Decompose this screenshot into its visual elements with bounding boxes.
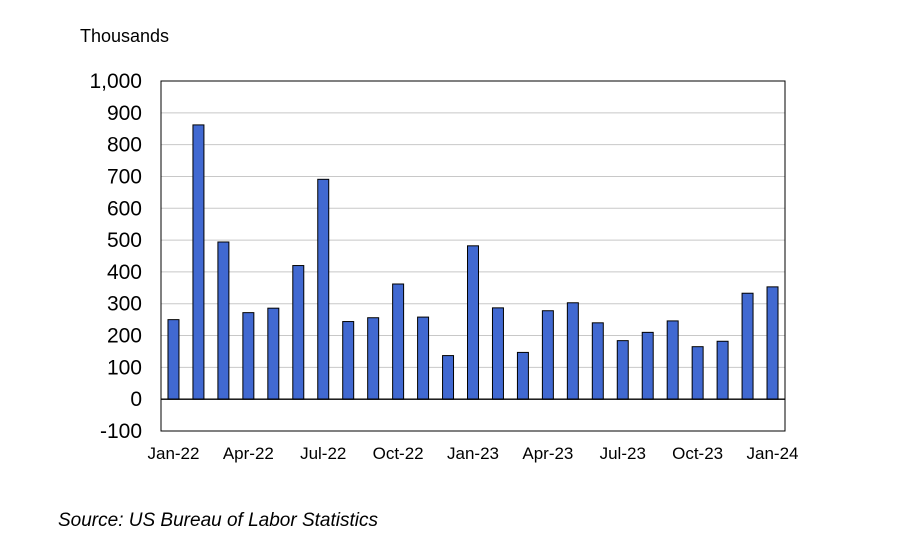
source-note: Source: US Bureau of Labor Statistics	[58, 510, 378, 531]
bar-series	[167, 124, 779, 400]
y-axis-tick-labels: -100 0 100 200 300 400 500 600 700 800 900 1,000	[89, 70, 142, 443]
bar-dec-23	[741, 292, 754, 400]
bar-jul-22	[317, 178, 330, 400]
bar-may-23	[566, 302, 579, 400]
x-tick-label: Jul-23	[600, 444, 646, 463]
y-tick-label: 200	[107, 325, 142, 348]
bar-oct-22	[392, 283, 405, 400]
y-tick-label: 400	[107, 261, 142, 284]
bar-jul-23	[616, 340, 629, 400]
bar-sep-23	[666, 320, 679, 400]
y-tick-label: 500	[107, 229, 142, 252]
y-tick-label: 600	[107, 197, 142, 220]
bar-aug-22	[342, 321, 355, 400]
bar-dec-22	[442, 355, 455, 400]
bar-nov-22	[417, 316, 430, 400]
x-tick-label: Apr-23	[522, 444, 573, 463]
bar-feb-23	[491, 307, 504, 400]
y-tick-label: 800	[107, 134, 142, 157]
bar-apr-22	[242, 312, 255, 400]
y-tick-label: 100	[107, 356, 142, 379]
bar-mar-22	[217, 241, 230, 400]
bar-jun-23	[591, 322, 604, 400]
plot-frame	[160, 80, 786, 432]
bar-jan-23	[467, 245, 479, 400]
x-tick-label: Oct-23	[672, 444, 723, 463]
bar-jun-22	[292, 265, 305, 400]
y-axis-unit-label: Thousands	[80, 26, 170, 46]
bar-nov-23	[716, 340, 729, 400]
bar-jan-24	[766, 286, 779, 400]
x-tick-label: Jan-22	[147, 444, 199, 463]
y-tick-label: 300	[107, 293, 142, 316]
x-tick-label: Jan-24	[747, 444, 799, 463]
x-tick-label: Jan-23	[447, 444, 499, 463]
bar-jan-22	[167, 319, 180, 400]
y-tick-label: -100	[100, 420, 142, 443]
y-tick-label: 900	[107, 102, 142, 125]
bar-sep-22	[367, 317, 380, 400]
bar-feb-22	[192, 124, 205, 400]
y-tick-label: 0	[130, 388, 142, 411]
bar-oct-23	[691, 346, 704, 400]
bar-may-22	[267, 307, 280, 400]
bar-apr-23	[541, 310, 554, 400]
x-tick-label: Apr-22	[223, 444, 274, 463]
bar-aug-23	[641, 331, 654, 400]
x-axis-tick-labels: Jan-22 Apr-22 Jul-22 Oct-22 Jan-23 Apr-23 Jul-…	[147, 444, 798, 463]
y-tick-label: 1,000	[89, 70, 142, 93]
x-tick-label: Jul-22	[300, 444, 346, 463]
y-tick-label: 700	[107, 165, 142, 188]
x-tick-label: Oct-22	[373, 444, 424, 463]
bar-mar-23	[516, 351, 529, 400]
